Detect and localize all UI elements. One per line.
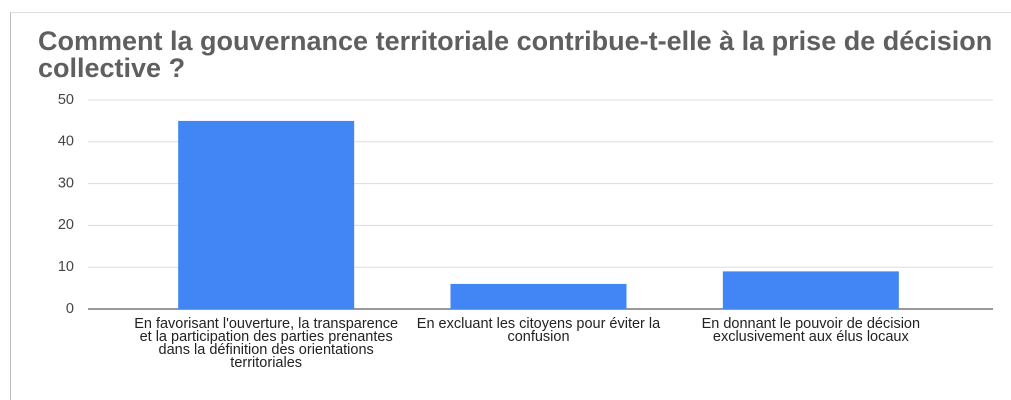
- chart-title: Comment la gouvernance territoriale cont…: [38, 26, 993, 83]
- y-tick-label: 0: [66, 301, 74, 317]
- frame: [10, 12, 1011, 400]
- bar: [722, 271, 899, 309]
- y-tick-label: 50: [58, 92, 74, 108]
- y-tick-label: 20: [58, 217, 74, 233]
- bar: [178, 120, 355, 310]
- y-tick-label: 40: [58, 134, 74, 150]
- y-tick-label: 10: [58, 259, 74, 275]
- y-tick-label: 30: [58, 175, 74, 191]
- bar: [450, 283, 627, 309]
- x-tick-label: En donnant le pouvoir de décision exclus…: [701, 316, 921, 345]
- x-tick-label: En favorisant l'ouverture, la transparen…: [134, 316, 399, 371]
- x-tick-label: En excluant les citoyens pour éviter la …: [416, 316, 661, 345]
